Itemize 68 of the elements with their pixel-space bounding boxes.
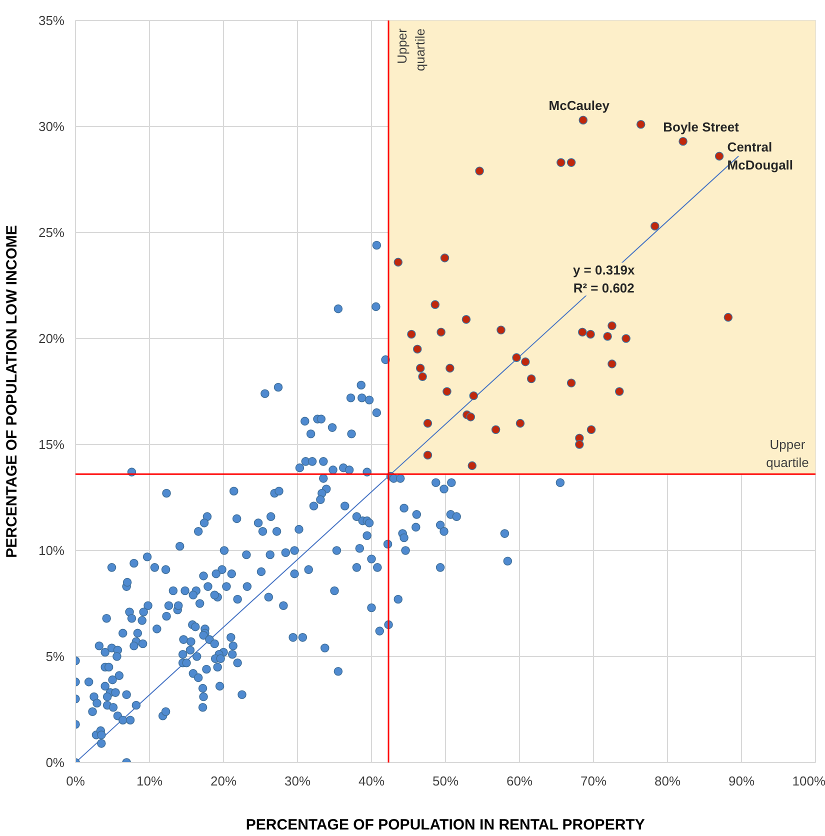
point (468, 461, 477, 470)
point (566, 158, 576, 167)
point (578, 328, 587, 337)
point (575, 440, 584, 449)
point (556, 158, 566, 167)
point (566, 378, 576, 388)
point (714, 152, 724, 161)
y-tick-label: 30% (38, 119, 65, 134)
point (418, 372, 427, 382)
y-tick-label: 20% (38, 331, 65, 346)
y-tick-label: 0% (46, 755, 65, 770)
y-tick-label: 10% (38, 543, 65, 558)
annotation: Boyle Street (663, 119, 740, 134)
point (678, 136, 688, 146)
y-axis-title: PERCENTAGE OF POPULATION LOW INCOME (3, 225, 20, 558)
point (603, 332, 612, 341)
point (586, 425, 596, 434)
point (622, 334, 630, 343)
point (466, 412, 476, 422)
y-tick-label: 15% (38, 437, 65, 452)
point (423, 450, 432, 460)
point (496, 326, 506, 334)
x-tick-label: 90% (728, 774, 755, 788)
point (394, 258, 403, 267)
y-tick-label: 5% (46, 649, 65, 664)
x-tick-label: 30% (284, 774, 311, 788)
point (650, 222, 660, 231)
ref-line-label: Upper quartile (766, 437, 809, 470)
point (526, 374, 536, 384)
x-tick-label: 20% (210, 774, 237, 788)
annotation: y = 0.319x R² = 0.602 (572, 262, 636, 296)
x-tick-label: 50% (432, 774, 459, 788)
point (521, 357, 530, 366)
y-tick-label: 25% (38, 225, 65, 240)
point (636, 120, 646, 129)
x-tick-label: 80% (654, 774, 681, 788)
ref-line-label: Upper quartile (394, 28, 428, 72)
point (608, 360, 616, 368)
x-tick-label: 60% (506, 774, 533, 788)
point (430, 300, 440, 309)
point (578, 116, 588, 125)
y-tick-label: 35% (38, 13, 65, 28)
x-tick-label: 100% (792, 774, 825, 788)
point (608, 321, 616, 330)
x-tick-label: 0% (66, 774, 86, 788)
point (416, 364, 425, 373)
point (512, 353, 521, 362)
x-tick-label: 10% (136, 774, 163, 788)
point (469, 391, 478, 400)
point (407, 330, 416, 339)
point (436, 328, 446, 337)
point (586, 330, 595, 339)
point (462, 315, 471, 324)
point (440, 254, 450, 262)
point (516, 418, 525, 428)
annotation: Central McDougall (727, 140, 794, 173)
x-axis-title: PERCENTAGE OF POPULATION IN RENTAL PROPERTY (246, 816, 645, 834)
point (724, 312, 733, 322)
point (491, 425, 500, 434)
x-tick-label: 40% (358, 774, 385, 788)
x-tick-label: 70% (580, 774, 607, 788)
point (615, 387, 624, 396)
point (475, 166, 484, 176)
annotation: McCauley (548, 98, 610, 114)
point (442, 387, 452, 396)
point (446, 364, 454, 373)
point (412, 344, 422, 354)
point (423, 418, 432, 428)
